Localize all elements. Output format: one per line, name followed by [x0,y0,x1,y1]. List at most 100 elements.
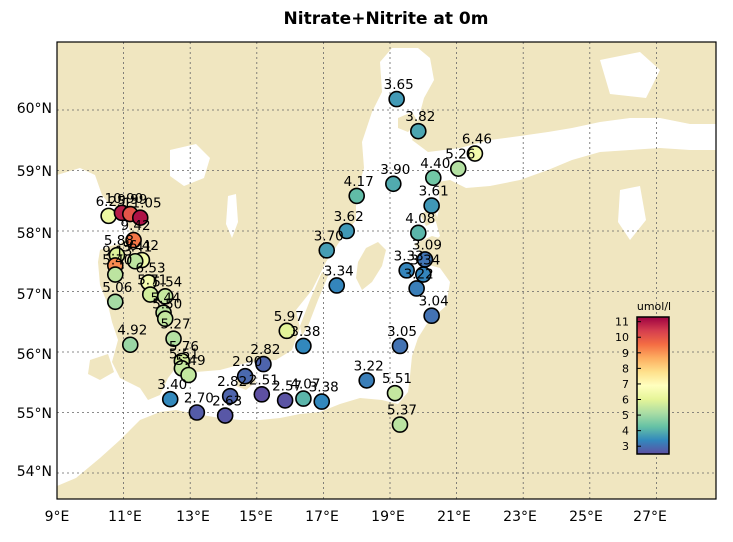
vattern-lake [226,194,238,238]
colorbar-ticks: 3 4 5 6 7 8 9 10 11 [615,316,641,453]
colorbar-tick-label: 3 [622,440,629,453]
peipus-lake [618,186,646,240]
station-marker [221,387,239,405]
station-value-label: 3.04 [419,294,449,310]
station-value-label: 5.88 [104,233,134,249]
lat-tick-label: 60°N [17,101,52,117]
station-marker [100,207,117,225]
station-value-label: 4.08 [405,211,435,227]
station-value-label: 5.37 [387,403,417,419]
colorbar-tick-label: 10 [615,331,629,344]
oland-island [300,272,328,336]
station-value-label: 5.71 [137,273,167,289]
station-value-label: 6.42 [129,238,159,254]
station-value-label: 5.54 [152,274,182,290]
station-marker [386,384,404,402]
colorbar-label: umol/l [637,300,671,313]
station-marker [313,393,331,410]
station-marker [424,169,442,187]
funen-island [88,354,114,380]
station-labels: 3.65 3.82 6.46 4.405.26 3.90 4.17 3.61 3.62 4.08… [96,77,492,418]
vanern-lake [170,144,210,186]
station-marker [236,367,254,385]
station-value-label: 3.38 [290,324,320,340]
station-marker [318,242,336,259]
station-marker [255,355,272,373]
station-value-label: 2.70 [184,391,214,407]
station-marker [253,386,271,403]
station-marker [125,231,142,249]
station-value-label: 3.40 [157,377,187,393]
station-marker [449,160,467,177]
lon-tick-label: 17°E [305,509,339,525]
station-marker [276,392,294,409]
station-value-label: 5.51 [169,346,199,362]
station-value-label: 2.90 [232,354,262,370]
station-value-label: 9.42 [121,218,151,234]
station-marker [385,175,402,193]
station-marker [388,90,405,108]
station-marker [391,416,409,433]
lon-tick-label: 11°E [108,509,142,525]
lat-tick-labels: 54°N 55°N 56°N 57°N 58°N 59°N 60°N [17,101,52,480]
station-marker [161,390,179,408]
station-marker [348,187,366,205]
colorbar-tick-label: 7 [622,378,629,391]
station-marker [106,266,124,283]
station-value-label: 5.76 [169,339,199,355]
station-value-label: 5.97 [274,309,304,325]
lon-tick-label: 23°E [503,509,537,525]
station-value-label: 3.05 [387,324,417,340]
station-value-label: 3.22 [354,358,384,374]
station-marker [398,262,415,279]
lat-tick-label: 54°N [17,464,52,480]
station-marker [410,122,427,140]
map-area [57,42,716,499]
station-value-label: 10.90 [105,191,144,207]
station-value-label: 4.92 [117,323,147,339]
colorbar-tick-label: 9 [622,347,629,360]
station-value-label: 5.26 [445,147,475,163]
saaremaa-island [414,236,446,256]
station-value-label: 6.46 [462,132,492,148]
station-marker [328,277,346,294]
station-marker [106,293,124,311]
station-marker [391,337,409,355]
lon-tick-label: 9°E [45,509,70,525]
station-marker [466,145,484,162]
station-value-label: 6.53 [136,260,166,276]
lon-tick-label: 13°E [176,509,210,525]
station-value-label: 6.25 [96,194,126,210]
station-value-label: 2.57 [272,378,302,394]
lat-tick-label: 57°N [17,287,52,303]
chart-title: Nitrate+Nitrite at 0m [284,9,489,29]
colorbar-tick-label: 4 [622,425,629,438]
station-value-label: 5.49 [176,353,206,369]
station-marker [131,209,149,226]
station-value-label: 4.17 [344,174,374,190]
station-marker [165,330,182,347]
station-value-label: 3.34 [324,263,354,279]
station-value-label: 9.99 [117,192,147,208]
station-value-label: 9.13 [102,243,132,259]
lon-tick-label: 27°E [633,509,667,525]
colorbar-tick-label: 11 [615,316,629,329]
station-marker [338,222,356,240]
lon-tick-label: 15°E [239,509,273,525]
station-value-label: 5.44 [151,291,181,307]
station-marker [295,337,312,355]
lon-tick-labels: 9°E 11°E 13°E 15°E 17°E 19°E 21°E 23°E 2… [45,509,667,525]
station-value-label: 3.82 [405,109,435,125]
station-marker [410,224,427,242]
lat-tick-label: 59°N [17,164,52,180]
station-marker [414,266,432,283]
station-marker [295,390,312,407]
station-marker [188,404,206,421]
gotland-island [356,242,386,290]
station-marker [358,372,375,389]
station-value-label: 2.82 [217,374,247,390]
station-value-label: 2.82 [250,342,280,358]
station-marker [423,197,440,214]
station-value-label: 5.51 [382,371,412,387]
